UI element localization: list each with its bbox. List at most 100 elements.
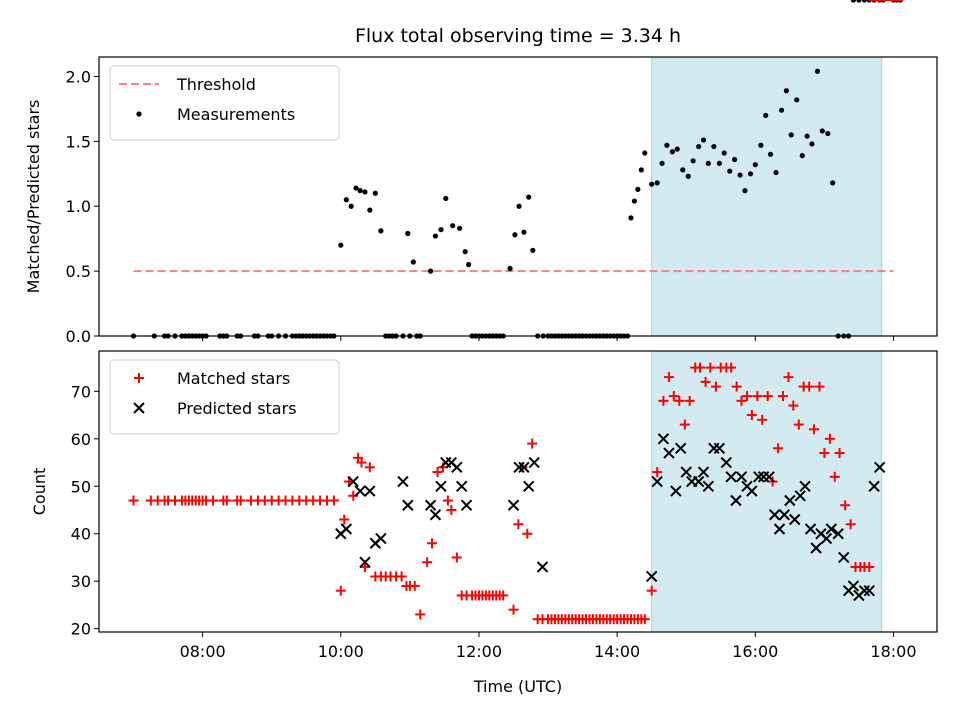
measurement-point [462, 249, 468, 255]
predicted-star-marker [670, 485, 682, 497]
measurement-point [830, 180, 836, 186]
matched-star-marker [824, 433, 835, 444]
measurement-point [516, 203, 522, 209]
matched-star-marker [814, 381, 825, 392]
measurement-point [809, 141, 815, 147]
legend-measurements-marker [136, 111, 142, 117]
predicted-star-marker-b [720, 456, 732, 469]
matched-star-marker [679, 419, 690, 430]
measurement-point [758, 142, 764, 148]
measurement-point [752, 162, 758, 168]
measurement-point [705, 160, 711, 167]
matched-star-marker [788, 400, 799, 411]
bottom-axes-frame [98, 350, 938, 633]
predicted-star-marker [397, 475, 409, 488]
matched-star-marker [829, 471, 840, 482]
predicted-star-marker-b [528, 456, 540, 469]
matched-star-marker [793, 419, 804, 430]
predicted-star-marker [359, 556, 371, 568]
predicted-star-marker-b [657, 433, 670, 445]
predicted-star-marker [788, 513, 801, 526]
measurement-point [438, 226, 444, 233]
predicted-star-marker [773, 523, 786, 535]
predicted-stars-group [335, 433, 886, 602]
predicted-star-marker-b [347, 475, 359, 488]
measurement-point [432, 233, 439, 239]
measurement-point [763, 112, 769, 118]
measurement-point [856, 0, 862, 3]
top-y-ticks: 0.0 0.5 1.0 1.5 2.0 [66, 67, 99, 346]
predicted-star-marker-b [753, 471, 765, 483]
matched-star-marker [328, 495, 339, 506]
predicted-star-marker-b [680, 466, 692, 478]
measurement-point [362, 189, 368, 195]
measurement-point [690, 158, 696, 164]
matched-star-marker [762, 391, 773, 402]
predicted-star-marker-b [832, 528, 844, 540]
predicted-star-marker [847, 580, 860, 592]
x-tick-label: 16:00 [732, 642, 778, 661]
y-tick-label: 20 [71, 620, 91, 639]
predicted-star-marker [429, 509, 442, 521]
measurement-point [804, 133, 810, 139]
predicted-star-marker-b [810, 542, 822, 554]
measurement-point [530, 247, 536, 253]
predicted-star-marker-b [402, 499, 414, 511]
chart-title: Flux total observing time = 3.34 h [355, 25, 681, 47]
matched-star-marker [736, 395, 747, 406]
predicted-star-marker [651, 475, 663, 488]
matched-star-marker [513, 519, 524, 530]
matched-star-marker [446, 505, 457, 516]
predicted-star-marker [680, 466, 692, 478]
matched-star-marker [783, 372, 794, 383]
matched-star-marker [527, 438, 538, 449]
matched-star-marker [426, 538, 437, 549]
predicted-star-marker-b [788, 513, 801, 526]
predicted-star-marker-b [768, 509, 781, 521]
matched-star-marker [508, 604, 519, 615]
predicted-star-marker [402, 499, 414, 511]
measurement-point [512, 232, 518, 238]
predicted-star-marker [763, 471, 775, 483]
measurement-point [348, 203, 354, 209]
x-tick-label: 14:00 [594, 642, 640, 661]
measurement-point [819, 128, 825, 134]
matched-star-marker [128, 495, 139, 506]
predicted-star-marker-b [838, 551, 850, 564]
matched-star-marker [335, 585, 346, 596]
legend-predicted-marker-b [133, 402, 145, 414]
matched-star-marker [819, 448, 830, 459]
predicted-star-marker-b [868, 480, 880, 492]
matched-star-marker [695, 362, 706, 373]
top-axes-frame [98, 56, 938, 337]
measurement-point [737, 172, 743, 178]
measurement-point [850, 0, 857, 3]
measurement-point [443, 195, 449, 202]
measurement-point [628, 215, 634, 221]
measurement-point [649, 181, 655, 187]
legend-box [109, 65, 340, 141]
matched-star-marker [663, 372, 674, 383]
y-tick-label: 1.0 [66, 197, 91, 216]
x-tick-label: 08:00 [180, 642, 226, 661]
predicted-star-marker-b [651, 475, 663, 488]
measurement-point [711, 143, 717, 150]
matched-star-marker [356, 457, 367, 468]
predicted-star-marker-b [460, 499, 473, 511]
predicted-star-marker-b [445, 456, 458, 469]
measurement-point [727, 168, 733, 174]
predicted-star-marker-b [713, 442, 726, 455]
predicted-star-marker-b [645, 570, 658, 583]
predicted-star-marker [820, 532, 833, 545]
measurement-point [783, 88, 789, 94]
y-tick-label: 1.5 [66, 132, 91, 151]
measurement-point [338, 242, 344, 248]
predicted-star-marker-b [429, 509, 442, 521]
matched-star-marker [777, 391, 788, 402]
matched-star-marker [700, 376, 711, 387]
y-tick-label: 0.0 [66, 327, 91, 346]
measurement-point [353, 185, 359, 191]
predicted-star-marker [424, 499, 437, 511]
predicted-star-marker-b [692, 475, 705, 488]
predicted-star-marker [364, 485, 376, 497]
